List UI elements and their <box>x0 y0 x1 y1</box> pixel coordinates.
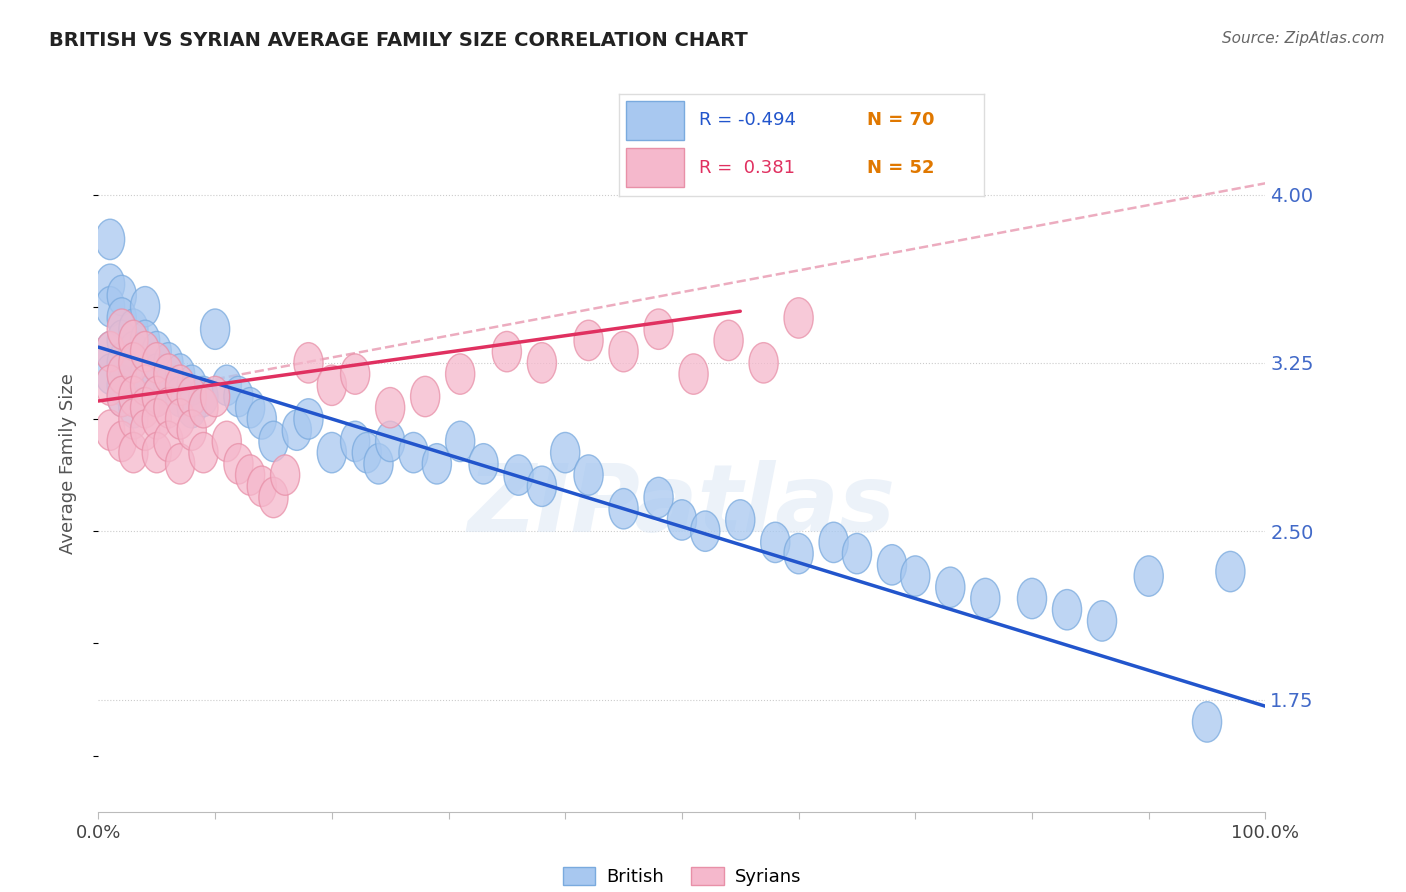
Text: N = 52: N = 52 <box>868 159 935 177</box>
Text: N = 70: N = 70 <box>868 112 935 129</box>
Text: R =  0.381: R = 0.381 <box>699 159 794 177</box>
Text: BRITISH VS SYRIAN AVERAGE FAMILY SIZE CORRELATION CHART: BRITISH VS SYRIAN AVERAGE FAMILY SIZE CO… <box>49 31 748 50</box>
Text: ZIPatlas: ZIPatlas <box>468 459 896 551</box>
Y-axis label: Average Family Size: Average Family Size <box>59 374 77 554</box>
Text: Source: ZipAtlas.com: Source: ZipAtlas.com <box>1222 31 1385 46</box>
Text: R = -0.494: R = -0.494 <box>699 112 796 129</box>
Legend: British, Syrians: British, Syrians <box>555 859 808 892</box>
FancyBboxPatch shape <box>626 101 685 140</box>
FancyBboxPatch shape <box>626 148 685 187</box>
